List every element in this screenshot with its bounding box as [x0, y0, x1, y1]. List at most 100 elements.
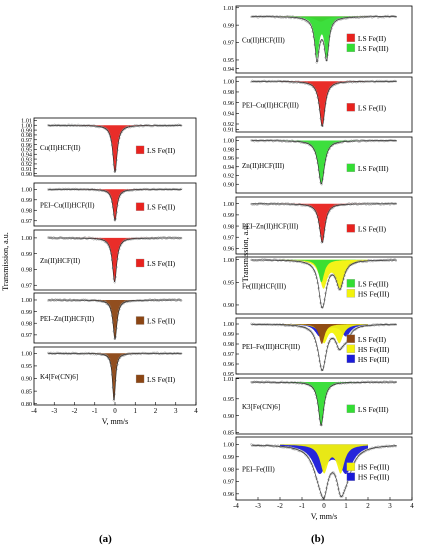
data-point	[174, 352, 177, 355]
y-axis-label: Transmission, a.u.	[241, 224, 250, 282]
y-tick-label: 0.95	[223, 371, 234, 378]
subplot-7: 1.01 0.95 0.90 0.85 K3[Fe(CN)6] LS Fe(III)	[223, 376, 413, 437]
data-point	[387, 15, 391, 19]
component-3	[280, 324, 368, 344]
fit-line	[251, 140, 397, 185]
data-point	[291, 324, 295, 327]
data-point	[158, 352, 161, 355]
data-point	[389, 202, 393, 205]
fit-line	[251, 203, 397, 243]
component-1	[74, 189, 156, 221]
data-point	[374, 323, 377, 326]
y-tick-label: 0.90	[21, 171, 32, 178]
data-point	[373, 80, 376, 83]
legend-swatch	[135, 202, 145, 211]
legend-swatch	[346, 103, 356, 112]
y-tick-label: 0.98	[223, 466, 234, 473]
data-point	[369, 15, 372, 18]
legend-swatch	[346, 33, 356, 42]
y-tick-label: 0.95	[223, 280, 234, 287]
subplot-frame	[33, 117, 197, 177]
data-point	[394, 259, 397, 262]
legend-swatch	[346, 289, 356, 298]
data-point	[343, 203, 346, 207]
component-1	[280, 382, 368, 426]
y-tick-label: 0.95	[21, 147, 32, 154]
data-point	[60, 299, 63, 302]
data-point	[325, 59, 328, 62]
data-point	[345, 382, 348, 385]
component-1	[74, 237, 156, 282]
data-point	[314, 210, 317, 213]
data-point	[108, 194, 112, 197]
sample-label: K3[Fe(CN)6]	[242, 403, 280, 411]
data-point	[333, 21, 336, 24]
y-tick-label: 0.95	[21, 363, 32, 370]
data-point	[378, 140, 381, 143]
y-axis-label: Transmission, a.u.	[1, 232, 10, 290]
data-point	[272, 445, 275, 448]
legend-swatch	[346, 224, 356, 233]
data-point	[157, 299, 160, 302]
data-point	[65, 124, 68, 127]
data-point	[290, 139, 294, 142]
data-point	[260, 139, 263, 142]
legend-swatch	[346, 404, 356, 413]
y-tick-label: 0.97	[21, 218, 32, 225]
data-point	[386, 80, 390, 83]
data-point	[282, 381, 285, 384]
data-point	[307, 457, 310, 460]
data-point	[280, 324, 283, 327]
data-point	[69, 352, 73, 355]
data-point	[162, 236, 165, 239]
y-tick-label: 1.00	[223, 78, 234, 85]
y-tick-label: 0.90	[223, 181, 234, 188]
data-point	[161, 124, 165, 127]
data-point	[386, 381, 390, 384]
data-point	[374, 15, 377, 18]
y-tick-label: 0.99	[21, 251, 32, 258]
legend-label: HS Fe(III)	[358, 289, 390, 298]
y-tick-label: 1.00	[223, 257, 234, 264]
x-tick-label: -1	[299, 502, 305, 510]
y-tick-label: 1.01	[223, 376, 234, 383]
y-tick-label: 1.00	[21, 235, 32, 242]
data-point	[261, 16, 264, 19]
sample-label: Cu(II)HCF(II)	[40, 144, 81, 152]
x-tick-label: 4	[410, 502, 414, 510]
data-point	[387, 323, 391, 327]
sample-label: PEI–Cu(II)HCF(III)	[242, 102, 299, 110]
y-tick-label: 0.98	[21, 267, 32, 274]
data-point	[263, 140, 266, 143]
data-point	[130, 189, 134, 192]
data-point	[357, 260, 360, 263]
y-tick-label: 0.90	[21, 376, 32, 383]
data-point	[367, 380, 370, 383]
data-point	[330, 144, 333, 147]
data-point	[106, 242, 109, 245]
legend-swatch	[135, 145, 145, 155]
x-tick-label: -2	[277, 502, 283, 510]
y-tick-label: 0.85	[223, 430, 234, 437]
data-point	[275, 139, 278, 142]
data-point	[361, 380, 364, 383]
component-1	[280, 259, 368, 289]
y-tick-label: 1.00	[223, 201, 234, 208]
data-point	[299, 204, 302, 207]
data-point	[276, 381, 279, 384]
data-point	[68, 124, 72, 127]
data-point	[382, 203, 385, 206]
data-point	[106, 191, 109, 194]
data-point	[279, 139, 282, 142]
data-point	[365, 140, 368, 143]
legend-label: HS Fe(III)	[358, 345, 390, 354]
x-tick-label: -3	[255, 502, 261, 510]
legend-label: LS Fe(II)	[147, 375, 176, 384]
x-tick-label: 3	[174, 407, 178, 415]
fit-line	[48, 125, 182, 173]
y-tick-label: 0.98	[223, 89, 234, 96]
data-point	[270, 323, 273, 327]
data-point	[85, 237, 88, 240]
y-tick-label: 1.00	[21, 122, 32, 129]
data-point	[394, 139, 397, 143]
